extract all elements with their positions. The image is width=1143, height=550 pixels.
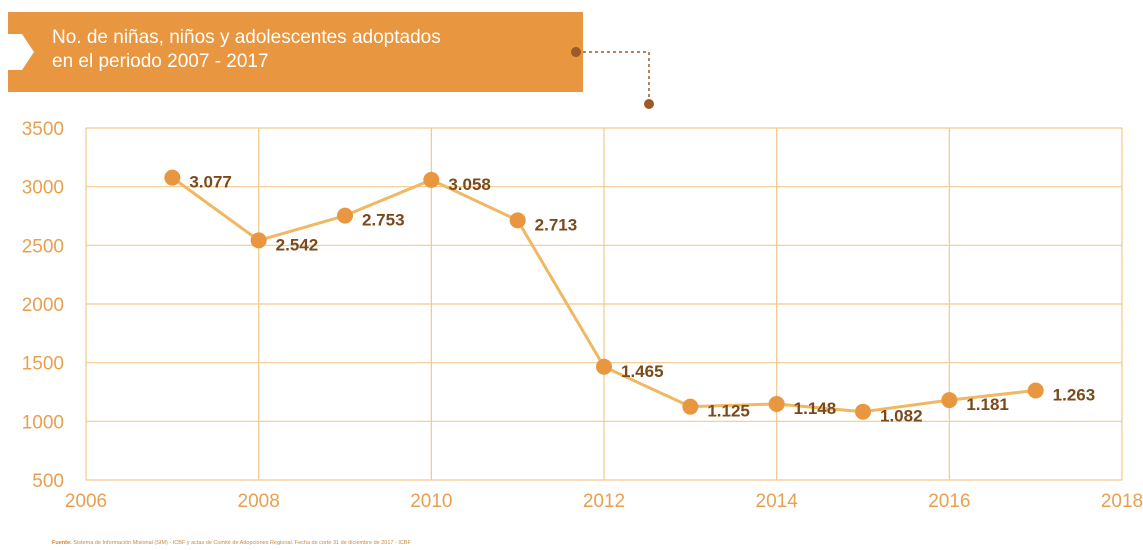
data-point <box>941 392 958 409</box>
data-points <box>164 169 1044 420</box>
x-tick-label: 2014 <box>756 491 799 512</box>
chevron-right-icon <box>8 34 34 70</box>
data-point <box>423 171 440 188</box>
data-label: 1.125 <box>707 402 750 421</box>
x-tick-label: 2012 <box>583 491 625 512</box>
y-tick-label: 3500 <box>22 119 64 140</box>
chart-grid <box>85 127 1123 481</box>
y-axis-ticks: 500 1000 1500 2000 2500 3000 3500 <box>22 119 64 492</box>
source-footnote: Fuente: Sistema de Información Misional … <box>52 540 411 546</box>
source-footnote-label: Fuente: <box>52 540 72 546</box>
x-tick-label: 2008 <box>238 491 280 512</box>
data-label: 1.263 <box>1053 385 1096 404</box>
connector-start-dot <box>571 47 581 57</box>
title-connector <box>571 47 654 109</box>
data-label: 3.058 <box>448 175 491 194</box>
data-label: 3.077 <box>189 173 232 192</box>
title-banner <box>8 12 583 92</box>
data-point <box>855 403 871 420</box>
x-tick-label: 2016 <box>928 491 970 512</box>
x-tick-label: 2018 <box>1101 491 1143 512</box>
data-label: 2.542 <box>276 235 319 254</box>
data-point <box>509 212 526 229</box>
y-tick-label: 3000 <box>22 178 64 199</box>
y-tick-label: 500 <box>32 471 64 492</box>
y-tick-label: 2000 <box>22 295 64 316</box>
data-point <box>337 207 353 224</box>
data-label: 1.148 <box>794 399 837 418</box>
y-tick-label: 2500 <box>22 236 64 257</box>
x-axis-ticks: 2006 2008 2010 2012 2014 2016 2018 <box>65 491 1143 512</box>
chart-title-line-2: en el periodo 2007 - 2017 <box>52 51 269 72</box>
y-tick-label: 1500 <box>22 354 64 375</box>
data-labels: 3.077 2.542 2.753 3.058 2.713 1.465 1.125 1.148… <box>189 173 1095 426</box>
x-tick-label: 2006 <box>65 491 107 512</box>
connector-end-dot <box>644 99 654 109</box>
data-point <box>682 398 699 415</box>
data-label: 1.465 <box>621 362 664 381</box>
data-label: 1.181 <box>966 395 1009 414</box>
chart-title-line-1: No. de niñas, niños y adolescentes adopt… <box>52 27 441 48</box>
x-tick-label: 2010 <box>410 491 452 512</box>
data-point <box>1027 382 1044 399</box>
data-point <box>250 232 267 249</box>
chart-title: No. de niñas, niños y adolescentes adopt… <box>52 26 572 74</box>
data-label: 2.753 <box>362 211 405 230</box>
data-label: 1.082 <box>880 407 923 426</box>
connector-dotted-line <box>583 51 650 98</box>
data-label: 2.713 <box>535 215 578 234</box>
y-tick-label: 1000 <box>22 412 64 433</box>
data-point <box>164 169 181 186</box>
data-point <box>596 358 612 375</box>
data-point <box>768 395 785 412</box>
source-footnote-text: Sistema de Información Misional (SIM) - … <box>73 540 411 546</box>
